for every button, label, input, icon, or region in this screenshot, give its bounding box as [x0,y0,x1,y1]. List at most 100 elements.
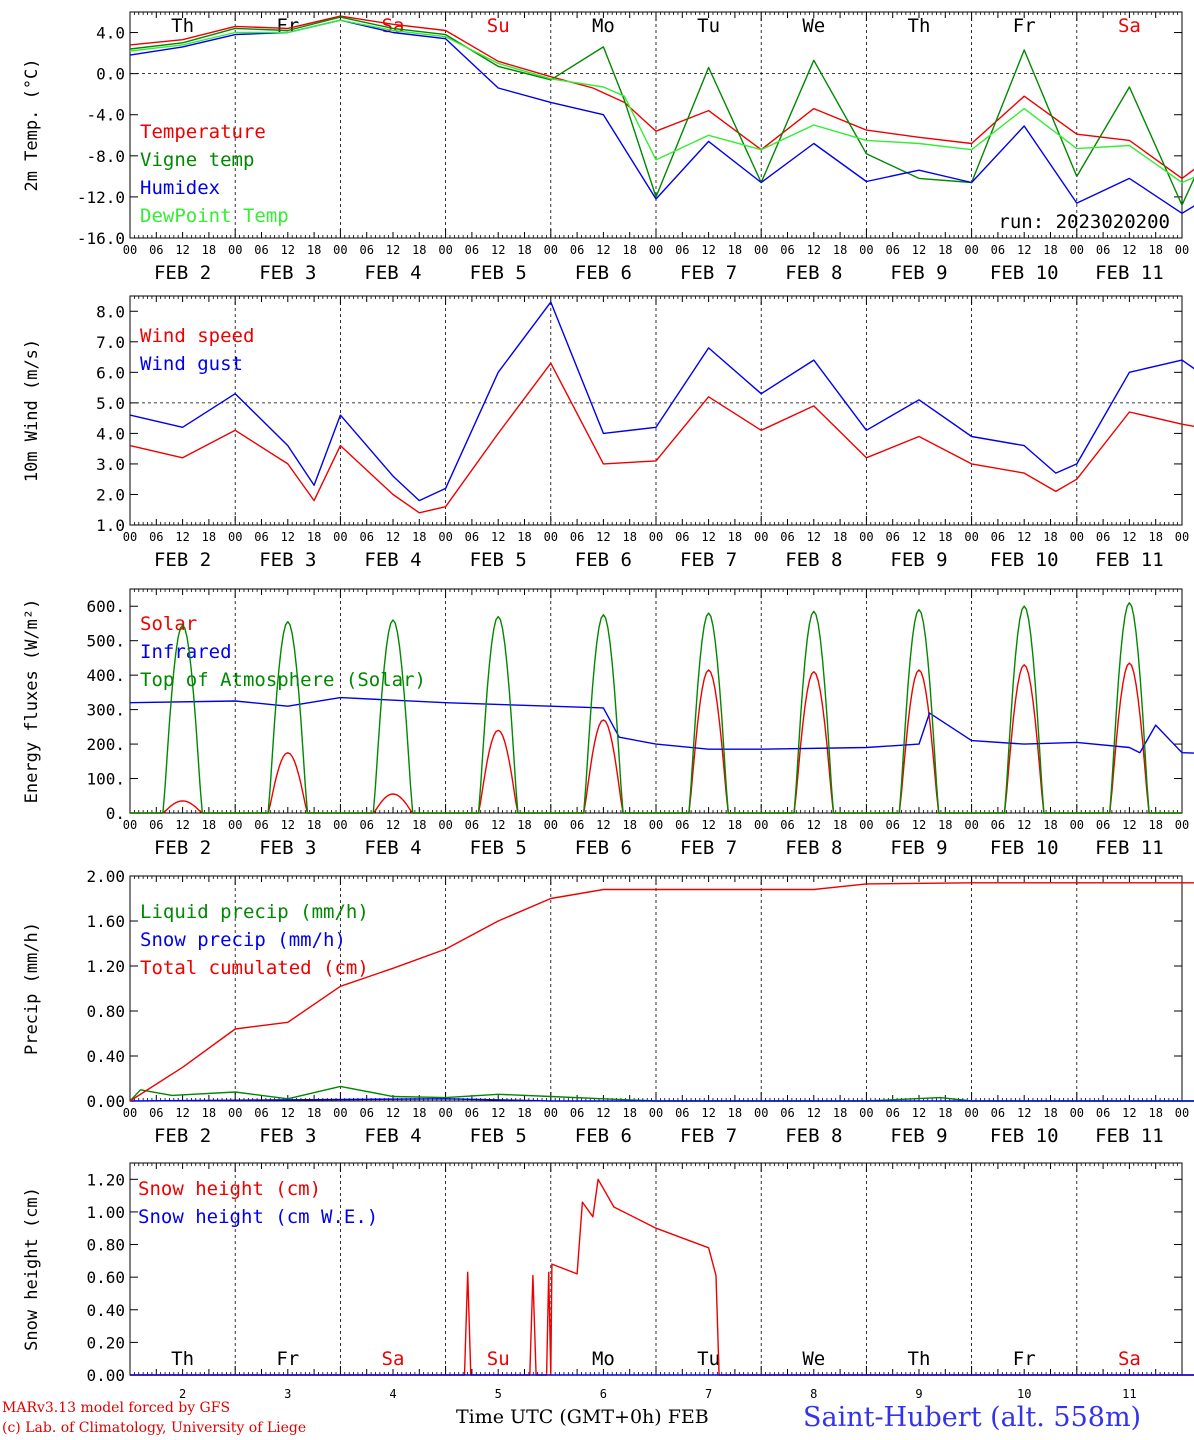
legend-entry: Total cumulated (cm) [140,957,369,979]
hour-tick-label: 00 [123,818,137,832]
hour-tick-label: 06 [570,1106,584,1120]
date-label: FEB 9 [890,837,947,859]
hour-tick-label: 06 [675,1106,689,1120]
y-axis-label: Snow height (cm) [22,1187,42,1351]
date-label: FEB 10 [990,1125,1059,1147]
date-label: FEB 8 [785,262,842,284]
hour-tick-label: 18 [1043,818,1057,832]
hour-tick-label: 06 [359,1106,373,1120]
weekday-label: Tu [697,1348,720,1370]
legend-entry: Humidex [140,177,220,199]
panel-5: 1.20 1.00 0.80 0.60 0.40 0.20 0.00 Snow height … [22,1162,1194,1401]
hour-tick-label: 18 [622,818,636,832]
y-tick-label: -12.0 [77,188,125,207]
weekday-label: Th [171,1348,194,1370]
date-label: FEB 2 [154,262,211,284]
hour-tick-label: 06 [465,1106,479,1120]
day-number-label: 6 [600,1387,607,1401]
hour-tick-label: 00 [754,818,768,832]
hour-tick-label: 00 [859,818,873,832]
hour-tick-label: 06 [991,530,1005,544]
hour-tick-label: 18 [412,818,426,832]
hour-tick-label: 06 [149,1106,163,1120]
day-number-label: 10 [1017,1387,1031,1401]
y-tick-label: 0.80 [86,1002,125,1021]
hour-tick-label: 18 [517,818,531,832]
weekday-label: Th [171,15,194,37]
date-label: FEB 6 [575,1125,632,1147]
date-label: FEB 2 [154,549,211,571]
day-number-label: 8 [810,1387,817,1401]
y-axis-label: Precip (mm/h) [22,922,42,1055]
date-label: FEB 10 [990,837,1059,859]
hour-tick-label: 00 [228,530,242,544]
hour-tick-label: 00 [333,243,347,257]
hour-tick-label: 00 [1070,530,1084,544]
hour-tick-label: 00 [123,1106,137,1120]
hour-tick-label: 12 [281,1106,295,1120]
hour-tick-label: 18 [833,243,847,257]
hour-tick-label: 18 [307,530,321,544]
weekday-label: We [802,15,825,37]
hour-tick-label: 12 [807,530,821,544]
hour-tick-label: 12 [912,243,926,257]
y-tick-label: 5.0 [96,394,125,413]
hour-tick-label: 18 [938,530,952,544]
weekday-label: Mo [592,1348,615,1370]
hour-tick-label: 18 [202,243,216,257]
hour-tick-label: 18 [412,530,426,544]
y-tick-label: -16.0 [77,229,125,248]
hour-tick-label: 12 [701,1106,715,1120]
date-label: FEB 8 [785,1125,842,1147]
hour-tick-label: 12 [1122,243,1136,257]
hour-tick-label: 12 [281,530,295,544]
hour-tick-label: 06 [780,1106,794,1120]
date-label: FEB 10 [990,262,1059,284]
hour-tick-label: 06 [254,818,268,832]
hour-tick-label: 00 [544,530,558,544]
hour-tick-label: 00 [859,243,873,257]
weekday-label: Fr [276,1348,299,1370]
hour-tick-label: 18 [938,818,952,832]
date-label: FEB 8 [785,837,842,859]
hour-tick-label: 00 [964,818,978,832]
date-label: FEB 2 [154,837,211,859]
weekday-label: Th [908,15,931,37]
day-number-label: 5 [495,1387,502,1401]
hour-tick-label: 12 [386,243,400,257]
y-tick-label: 1.00 [86,1203,125,1222]
hour-tick-label: 18 [622,1106,636,1120]
series-line-humidex [129,19,1194,214]
day-number-label: 9 [915,1387,922,1401]
y-tick-label: 7.0 [96,333,125,352]
hour-tick-label: 06 [465,818,479,832]
hour-tick-label: 00 [754,530,768,544]
hour-tick-label: 12 [1017,243,1031,257]
hour-tick-label: 12 [281,818,295,832]
hour-tick-label: 06 [1096,818,1110,832]
hour-tick-label: 18 [1148,243,1162,257]
weekday-label: Th [908,1348,931,1370]
hour-tick-label: 12 [175,818,189,832]
hour-tick-label: 12 [175,1106,189,1120]
series-line-vigne-temp [129,16,1194,206]
hour-tick-label: 18 [833,1106,847,1120]
hour-tick-label: 00 [333,1106,347,1120]
series-line-dewpoint-temp [129,19,1194,184]
legend-entry: Liquid precip (mm/h) [140,901,369,923]
series-line-temperature [129,15,1194,180]
hour-tick-label: 00 [333,818,347,832]
hour-tick-label: 00 [544,818,558,832]
hour-tick-label: 06 [359,818,373,832]
hour-tick-label: 06 [254,243,268,257]
hour-tick-label: 00 [1070,818,1084,832]
date-label: FEB 9 [890,549,947,571]
hour-tick-label: 06 [1096,1106,1110,1120]
hour-tick-label: 06 [780,530,794,544]
hour-tick-label: 00 [544,243,558,257]
weekday-label: Sa [382,1348,405,1370]
hour-tick-label: 12 [807,243,821,257]
legend-entry: Wind speed [140,325,254,347]
hour-tick-label: 00 [649,243,663,257]
hour-tick-label: 18 [307,243,321,257]
